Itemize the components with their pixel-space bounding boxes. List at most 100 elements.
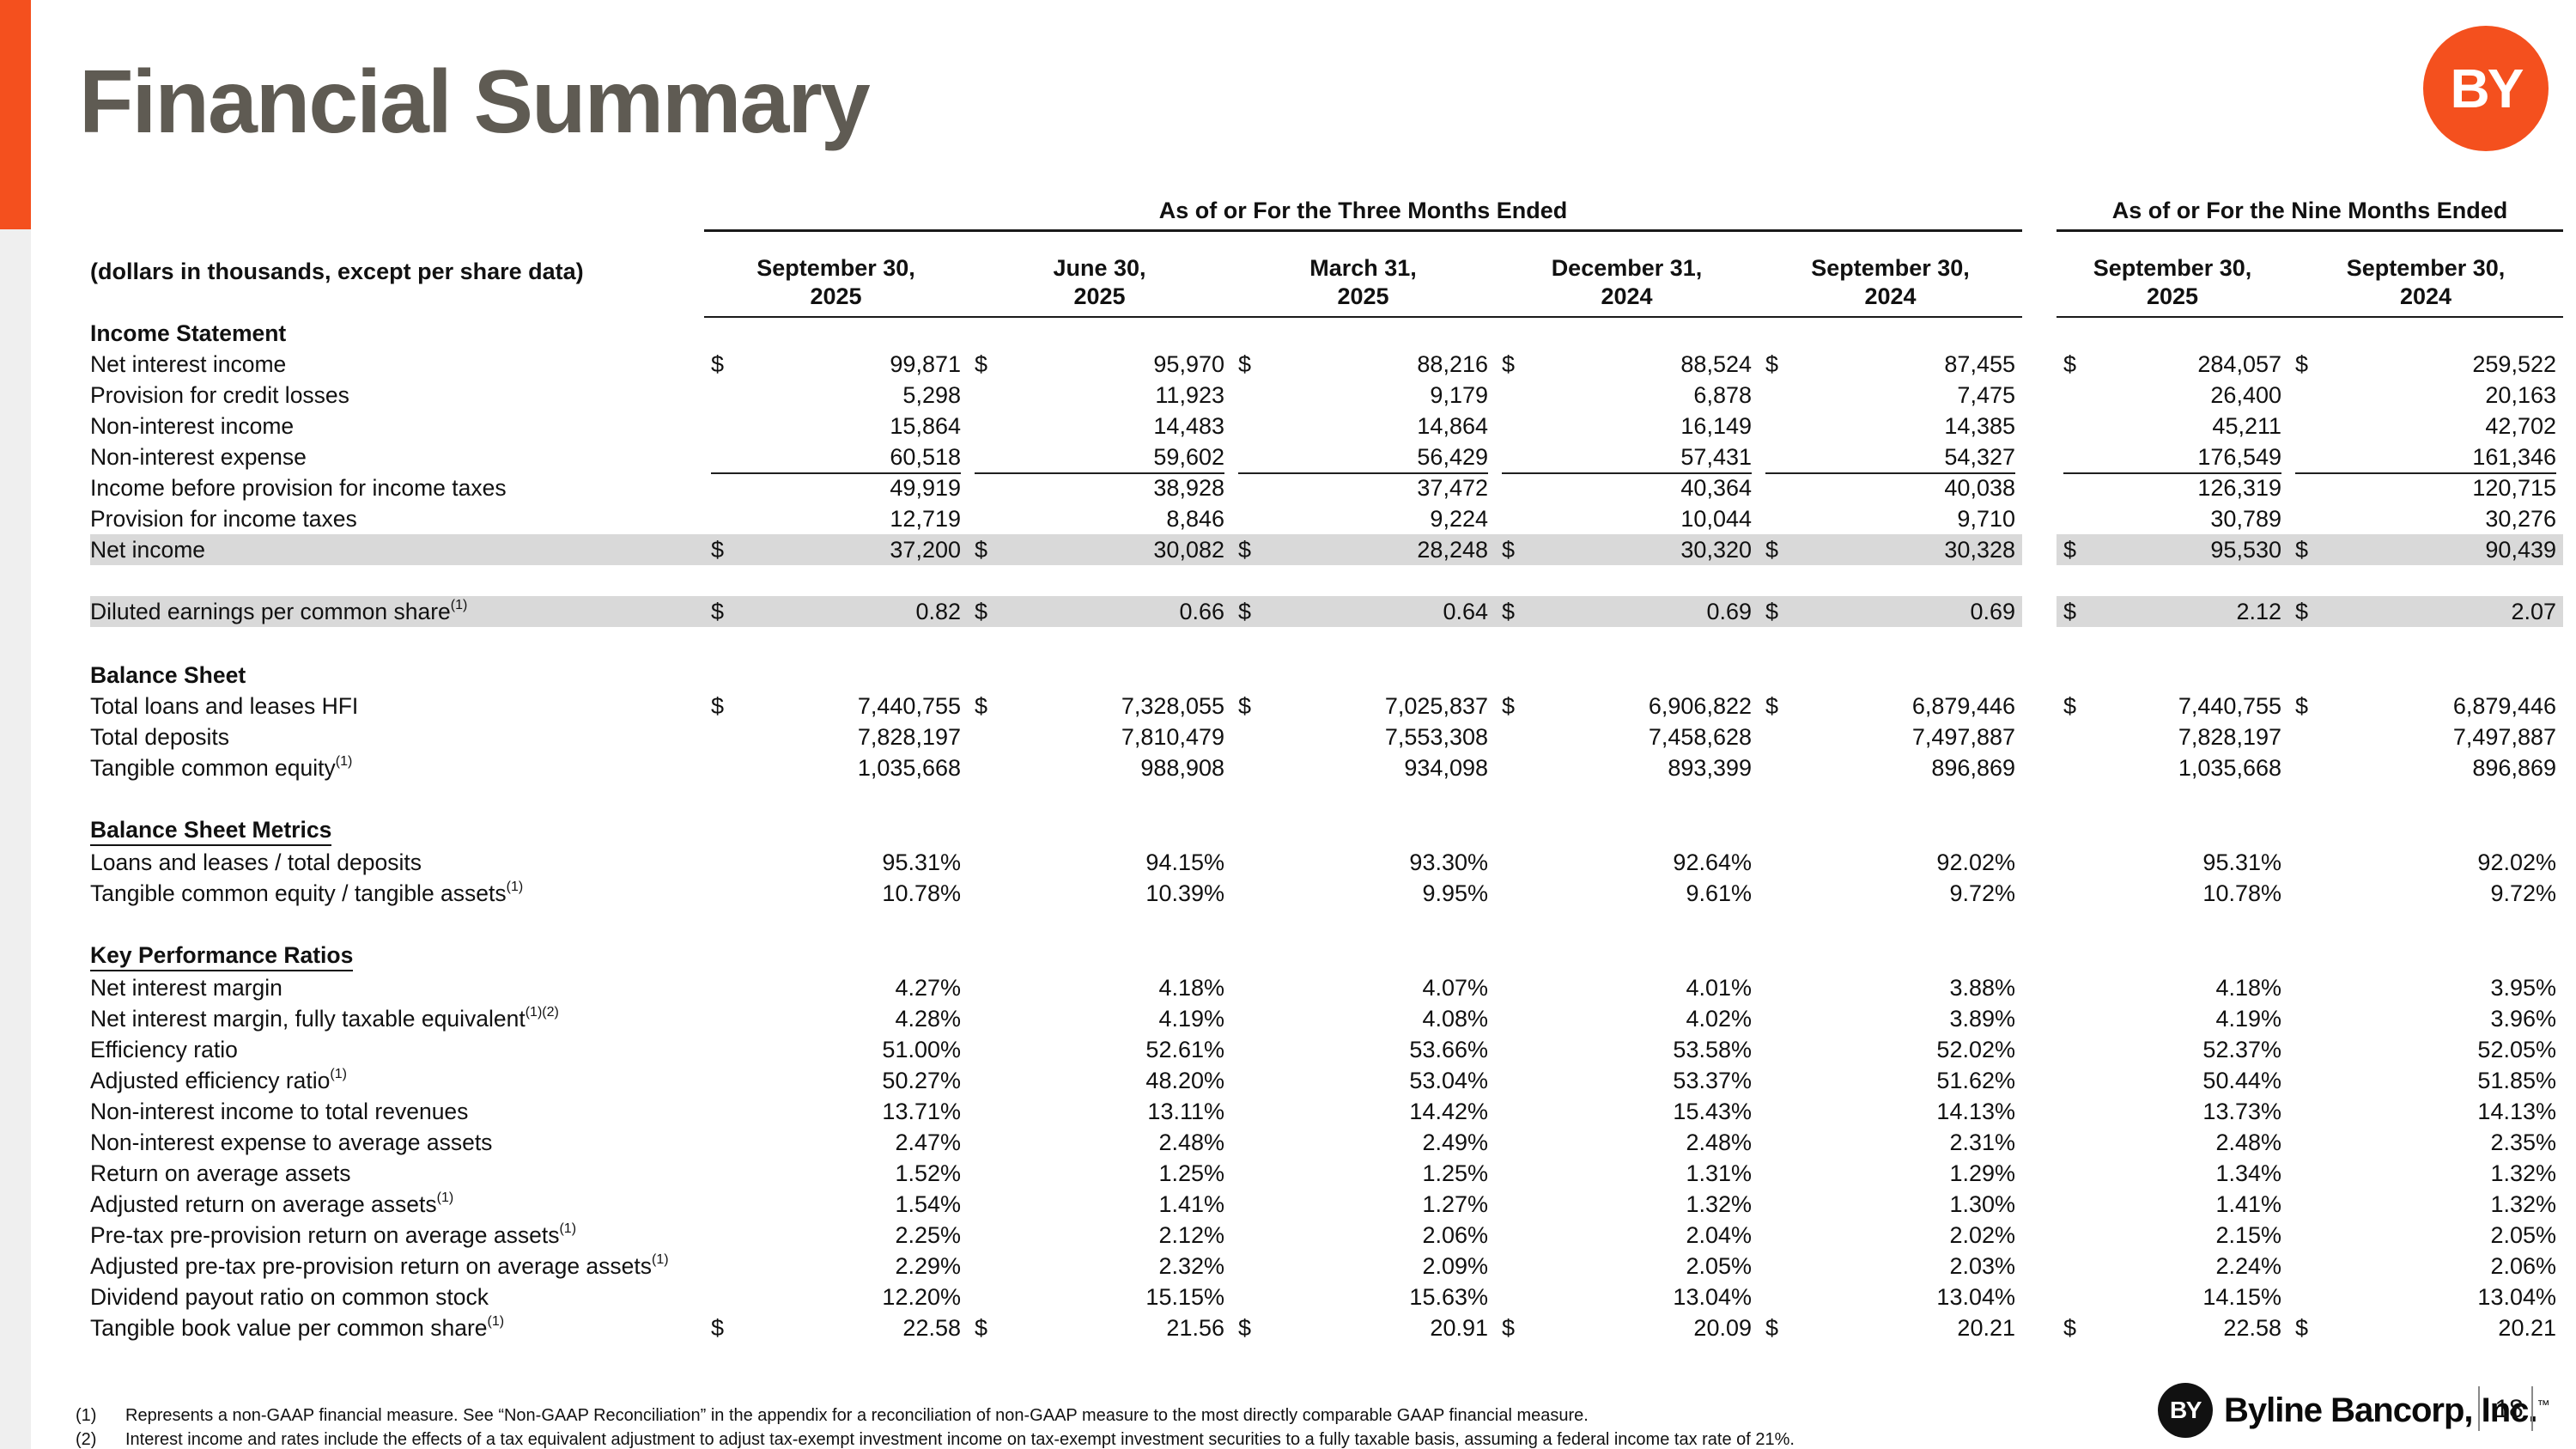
row-label: Diluted earnings per common share (1)	[90, 596, 704, 627]
table-row: Non-interest expense to average assets 2.…	[90, 1127, 2563, 1158]
currency-symbol: $	[975, 598, 988, 624]
section-heading-row: Balance Sheet	[90, 660, 2563, 691]
column-header: September 30, 2024	[1759, 232, 2022, 318]
value-cell-inner: 4.19%	[2063, 1003, 2281, 1034]
cell-value: 14,864	[1417, 412, 1488, 439]
table-row: Income before provision for income taxes…	[90, 472, 2563, 503]
value-cell-inner: 4.27%	[711, 972, 961, 1003]
cell-value: 15.63%	[1409, 1283, 1488, 1310]
cell-value: 2.24%	[2215, 1252, 2281, 1279]
value-cell: 2.24%	[2057, 1251, 2288, 1282]
currency-symbol: $	[711, 692, 725, 719]
value-cell: 10.78%	[704, 878, 968, 909]
group-gap	[2022, 196, 2057, 232]
value-cell: $20.91	[1231, 1312, 1495, 1343]
cell-value: 2.09%	[1422, 1252, 1488, 1279]
cell-value: 2.25%	[895, 1221, 961, 1248]
value-cell-inner: 3.88%	[1765, 972, 2015, 1003]
value-cell-inner: 12,719	[711, 503, 961, 537]
row-label: Adjusted return on average assets (1)	[90, 1189, 704, 1220]
value-cell: 52.02%	[1759, 1034, 2022, 1065]
cell-value: 1.41%	[2215, 1190, 2281, 1217]
value-cell: 14,864	[1231, 411, 1495, 441]
value-cell-inner: 9.95%	[1238, 878, 1488, 909]
value-cell: $87,455	[1759, 349, 2022, 380]
value-cell: 53.66%	[1231, 1034, 1495, 1065]
column-header: March 31, 2025	[1231, 232, 1495, 318]
cell-value: 14.15%	[2202, 1283, 2281, 1310]
cell-value: 2.49%	[1422, 1129, 1488, 1155]
value-cell-inner: 6,878	[1502, 380, 1752, 411]
value-cell: $2.12	[2057, 596, 2288, 627]
cell-value: 12.20%	[882, 1283, 961, 1310]
cell-value: 6,906,822	[1648, 692, 1752, 719]
value-cell: 9.72%	[1759, 878, 2022, 909]
cell-value: 9,710	[1957, 505, 2015, 532]
value-cell-inner: $20.09	[1502, 1312, 1752, 1343]
column-header: September 30, 2025	[704, 232, 968, 318]
value-cell: 54,327	[1759, 441, 2022, 474]
value-cell: 9,179	[1231, 380, 1495, 411]
value-cell-inner: $7,328,055	[975, 691, 1224, 721]
value-cell: $7,025,837	[1231, 691, 1495, 721]
value-cell-inner: 51.85%	[2295, 1065, 2556, 1096]
value-cell: $28,248	[1231, 534, 1495, 565]
value-cell-inner: 2.09%	[1238, 1251, 1488, 1282]
cell-value: 7,497,887	[2452, 723, 2556, 750]
value-cell-inner: 1.54%	[711, 1189, 961, 1220]
cell-value: 51.85%	[2477, 1067, 2556, 1093]
cell-value: 52.02%	[1936, 1036, 2015, 1062]
footnote-marker: (2)	[76, 1430, 97, 1449]
value-cell-inner: 12.20%	[711, 1282, 961, 1312]
cell-value: 4.27%	[895, 974, 961, 1001]
row-label-text: Adjusted return on average assets	[90, 1190, 437, 1217]
value-cell: 92.64%	[1495, 847, 1759, 878]
footnote-marker: (1)	[76, 1406, 97, 1425]
cell-value: 284,057	[2197, 350, 2281, 377]
value-cell-inner: 893,399	[1502, 752, 1752, 783]
value-cell-inner: $7,440,755	[711, 691, 961, 721]
value-cell: 15.43%	[1495, 1096, 1759, 1127]
value-cell-inner: 45,211	[2063, 411, 2281, 441]
row-label: Provision for income taxes	[90, 503, 704, 534]
cell-value: 2.12	[2236, 598, 2281, 624]
footnote: (1) Represents a non-GAAP financial measu…	[76, 1403, 1795, 1428]
value-cell-inner: 7,497,887	[2295, 721, 2556, 752]
value-cell: 934,098	[1231, 752, 1495, 783]
value-cell: 1.30%	[1759, 1189, 2022, 1220]
value-cell-inner: $22.58	[711, 1312, 961, 1343]
value-cell-inner: 42,702	[2295, 411, 2556, 441]
cell-value: 2.31%	[1949, 1129, 2015, 1155]
footer-brand-text: Byline Bancorp, Inc.	[2224, 1391, 2538, 1429]
section-heading: Balance Sheet	[90, 661, 246, 688]
table-row: Efficiency ratio 51.00% 52.61% 53.66% 53.58%…	[90, 1034, 2563, 1065]
value-cell: 92.02%	[2288, 847, 2563, 878]
value-cell-inner: 13.71%	[711, 1096, 961, 1127]
cell-value: 15.15%	[1145, 1283, 1224, 1310]
currency-symbol: $	[1765, 350, 1779, 377]
currency-symbol: $	[2295, 1314, 2309, 1341]
cell-value: 13.11%	[1147, 1098, 1224, 1124]
value-cell: 1.32%	[1495, 1189, 1759, 1220]
cell-value: 88,524	[1680, 350, 1752, 377]
value-cell-inner: 52.37%	[2063, 1034, 2281, 1065]
currency-symbol: $	[1765, 692, 1779, 719]
table-row: Net interest margin, fully taxable equiv…	[90, 1003, 2563, 1034]
value-cell: 3.95%	[2288, 972, 2563, 1003]
value-cell: 2.03%	[1759, 1251, 2022, 1282]
value-cell: 49,919	[704, 472, 968, 503]
row-label-text: Dividend payout ratio on common stock	[90, 1283, 489, 1310]
table-row: Dividend payout ratio on common stock 12.…	[90, 1282, 2563, 1312]
row-label-text: Non-interest expense to average assets	[90, 1129, 493, 1155]
cell-value: 6,879,446	[2452, 692, 2556, 719]
cell-value: 20,163	[2485, 381, 2556, 408]
cell-value: 7,458,628	[1648, 723, 1752, 750]
value-cell-inner: 2.35%	[2295, 1127, 2556, 1158]
value-cell: 2.05%	[2288, 1220, 2563, 1251]
value-cell-inner: 2.12%	[975, 1220, 1224, 1251]
value-cell: 51.62%	[1759, 1065, 2022, 1096]
row-label-text: Provision for income taxes	[90, 505, 357, 532]
value-cell-inner: 53.66%	[1238, 1034, 1488, 1065]
value-cell: $30,082	[968, 534, 1231, 565]
value-cell: 7,810,479	[968, 721, 1231, 752]
